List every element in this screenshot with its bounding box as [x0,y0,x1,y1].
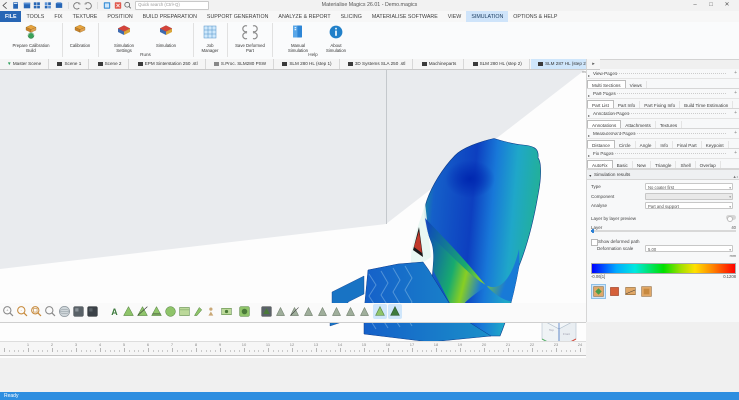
svg-text:+: + [6,308,9,313]
svg-text:-: - [21,308,23,313]
svg-text:A: A [111,307,118,317]
svg-text:Front: Front [563,332,570,336]
svg-text:Top: Top [549,328,554,332]
